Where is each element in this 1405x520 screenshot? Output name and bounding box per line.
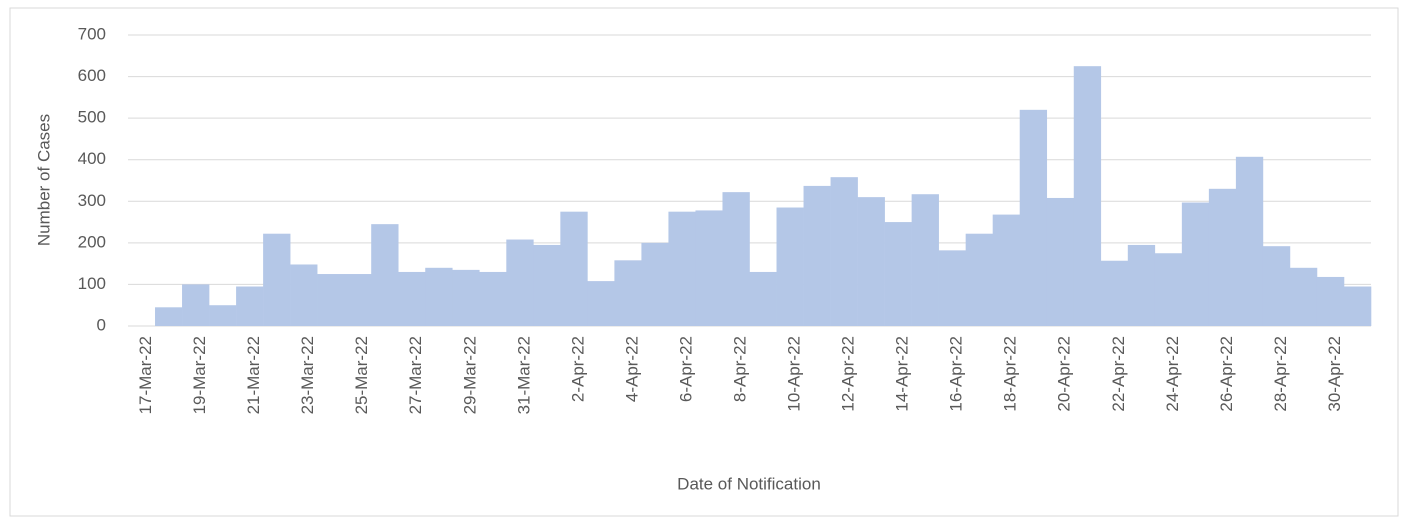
bar [1235,156,1264,326]
x-tick-label: 26-Apr-22 [1217,336,1236,412]
x-tick-label: 18-Apr-22 [1001,336,1020,412]
x-tick-label: 16-Apr-22 [947,336,966,412]
y-axis-title: Number of Cases [34,114,53,246]
bar [1046,197,1075,326]
bar [452,269,480,326]
bar [1154,253,1183,326]
y-tick-label: 100 [78,274,106,293]
bar [398,271,426,326]
bar [587,281,615,326]
bar [560,211,588,326]
bar [911,194,939,326]
bar [155,307,183,326]
x-tick-label: 2-Apr-22 [568,336,587,402]
y-tick-label: 300 [78,191,106,210]
bar [1019,109,1048,326]
bar [695,210,723,326]
y-tick-label: 400 [78,149,106,168]
x-tick-label: 25-Mar-22 [352,336,371,414]
bar [182,284,210,326]
bar [236,286,264,326]
bar [425,267,453,326]
bar [614,260,642,326]
y-tick-label: 500 [78,108,106,127]
bar [209,305,237,326]
bar [533,244,561,326]
bar [1181,202,1210,326]
bar [857,197,885,326]
x-tick-label: 19-Mar-22 [190,336,209,414]
bar [749,271,777,326]
x-tick-label: 10-Apr-22 [785,336,804,412]
bar [776,207,804,326]
x-tick-label: 30-Apr-22 [1325,336,1344,412]
y-tick-label: 700 [78,24,106,43]
y-tick-label: 600 [78,66,106,85]
x-tick-label: 4-Apr-22 [622,336,641,402]
x-tick-label: 23-Mar-22 [298,336,317,414]
bar [938,250,966,326]
x-tick-label: 24-Apr-22 [1163,336,1182,412]
bar [722,192,750,326]
bar [371,224,399,326]
x-tick-label: 6-Apr-22 [676,336,695,402]
x-tick-label: 31-Mar-22 [514,336,533,414]
bar [317,274,345,326]
bar [1073,66,1102,326]
x-tick-label: 12-Apr-22 [839,336,858,412]
x-tick-label: 29-Mar-22 [460,336,479,414]
y-tick-label: 200 [78,232,106,251]
x-tick-label: 20-Apr-22 [1055,336,1074,412]
bar [965,233,993,326]
y-tick-label: 0 [97,315,106,334]
bar [884,222,912,326]
bar [1208,188,1237,326]
bar [1316,276,1345,326]
bar [830,177,858,326]
bar [641,242,669,326]
x-tick-label: 22-Apr-22 [1109,336,1128,412]
bar [992,214,1021,326]
x-axis-title: Date of Notification [677,474,821,493]
bar [290,264,318,326]
bar [506,239,534,326]
bar [1100,260,1129,326]
x-tick-label: 17-Mar-22 [136,336,155,414]
x-tick-label: 8-Apr-22 [730,336,749,402]
bar [803,185,831,326]
x-tick-label: 28-Apr-22 [1271,336,1290,412]
x-tick-label: 21-Mar-22 [244,336,263,414]
bar [263,233,291,326]
bar [1343,286,1372,326]
bar [479,271,507,326]
bar [1289,267,1318,326]
bar [1262,246,1291,326]
bar [344,274,372,326]
x-tick-label: 27-Mar-22 [406,336,425,414]
bar [668,211,696,326]
bar [1127,244,1156,326]
x-tick-label: 14-Apr-22 [893,336,912,412]
